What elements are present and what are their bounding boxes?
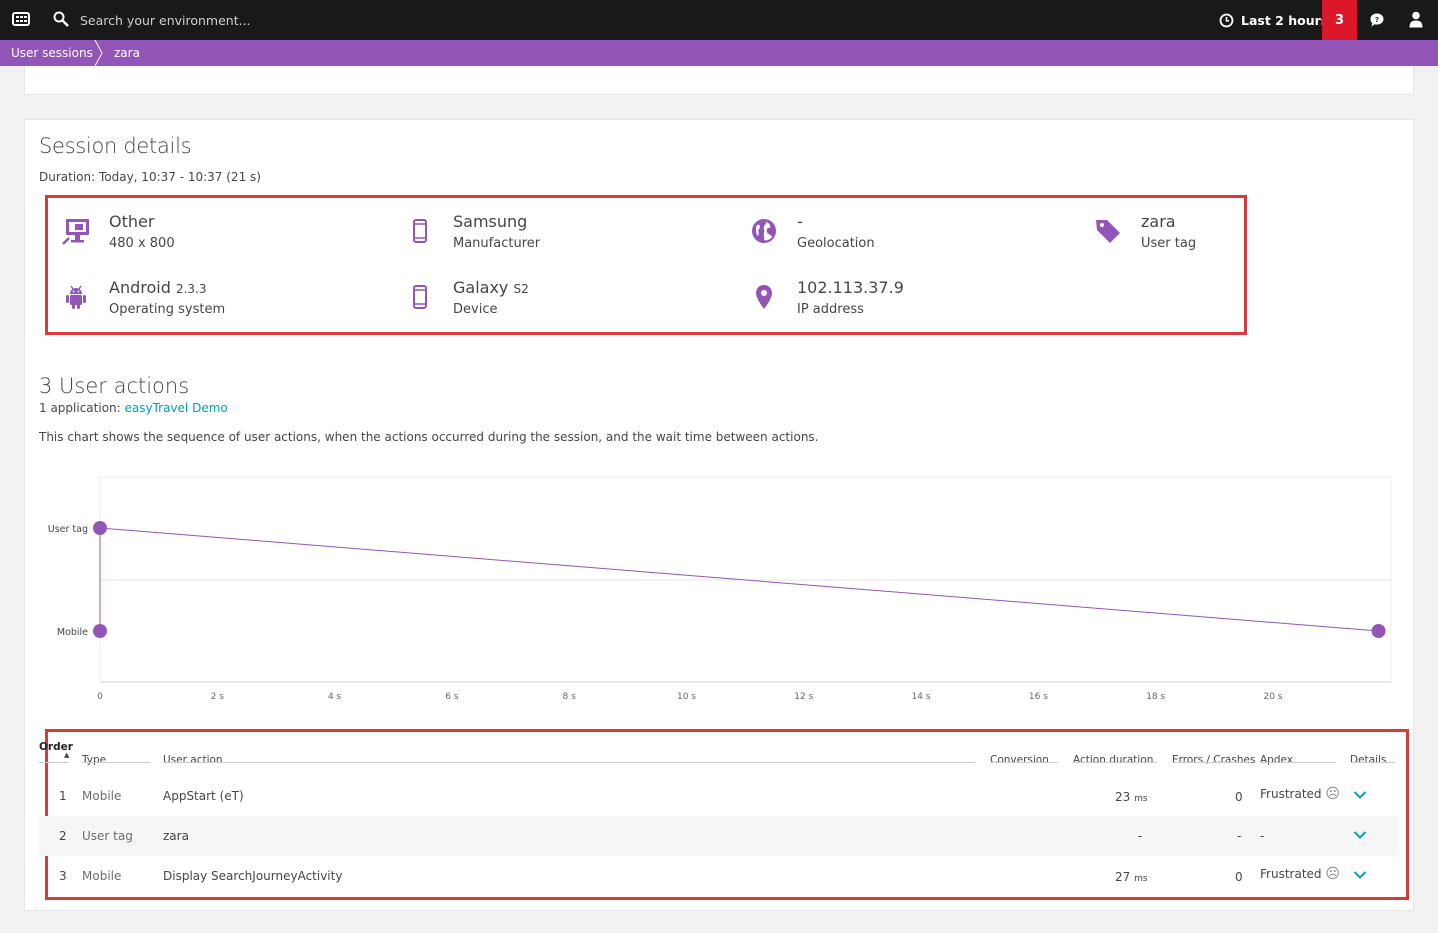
info-device-label: Device: [453, 302, 498, 317]
chart-x-tick-label: 0: [97, 692, 103, 702]
user-actions-apps: 1 application: easyTravel Demo: [39, 401, 228, 415]
row-order: 3: [59, 869, 67, 883]
tag-icon: [1096, 220, 1120, 243]
environment-menu-icon[interactable]: [12, 11, 30, 27]
session-duration: Duration: Today, 10:37 - 10:37 (21 s): [39, 170, 261, 184]
location-pin-icon: [756, 285, 772, 309]
session-info-highlight: [45, 195, 1247, 335]
info-manufacturer-value: Samsung: [453, 212, 528, 231]
chart-x-tick-label: 12 s: [794, 692, 813, 702]
clock-icon: [1219, 13, 1234, 27]
chart-x-tick-label: 18 s: [1146, 692, 1165, 702]
chart-y-category-label: User tag: [48, 524, 88, 535]
session-details-panel: Session details Duration: Today, 10:37 -…: [24, 119, 1414, 911]
chart-x-tick-label: 20 s: [1263, 692, 1282, 702]
frustrated-face-icon: ☹: [1325, 786, 1340, 802]
row-order: 2: [59, 829, 67, 843]
info-device-value: Galaxy S2: [453, 278, 529, 297]
row-action-duration: 23 ms: [1115, 790, 1148, 804]
info-ip-value: 102.113.37.9: [797, 278, 904, 297]
mobile-device-icon: [413, 285, 427, 309]
row-action-duration: -: [1138, 829, 1143, 843]
column-header-conversion[interactable]: Conversion: [990, 754, 1049, 766]
chart-x-tick-label: 4 s: [328, 692, 342, 702]
user-actions-title: 3 User actions: [39, 374, 190, 398]
row-errors: 0: [1235, 790, 1243, 804]
expand-chevron-icon[interactable]: [1353, 870, 1367, 880]
chart-action-point: [93, 624, 107, 638]
display-icon: [62, 219, 89, 245]
search-icon: [53, 11, 69, 27]
svg-text:?: ?: [1375, 16, 1379, 24]
row-apdex: Frustrated ☹: [1260, 786, 1340, 802]
row-apdex: Frustrated ☹: [1260, 866, 1340, 882]
column-header-errors-crashes[interactable]: Errors / Crashes: [1172, 754, 1256, 766]
user-action-sequence-chart: 0 2 s 4 s 6 s 8 s 10 s 12 s 14 s 16 s 18 s 20 s Use…: [48, 476, 1392, 702]
user-icon[interactable]: [1409, 11, 1423, 28]
info-ip-label: IP address: [797, 302, 864, 317]
info-os-value: Android 2.3.3: [109, 278, 207, 297]
expand-chevron-icon[interactable]: [1353, 830, 1367, 840]
chart-x-tick-label: 14 s: [912, 692, 931, 702]
info-screen-label: 480 x 800: [109, 236, 175, 251]
info-user-tag-value: zara: [1141, 212, 1176, 231]
search-input[interactable]: [80, 9, 410, 31]
row-order: 1: [59, 789, 67, 803]
info-screen-value: Other: [109, 212, 155, 231]
row-errors: -: [1237, 829, 1242, 843]
chart-x-tick-label: 6 s: [445, 692, 459, 702]
info-os-label: Operating system: [109, 302, 226, 317]
column-header-order[interactable]: Order: [39, 741, 73, 753]
sort-ascending-icon[interactable]: ▲: [64, 751, 70, 759]
row-type: Mobile: [82, 789, 122, 803]
android-icon: [66, 285, 86, 309]
chart-action-point: [93, 521, 107, 535]
problems-badge[interactable]: 3: [1322, 0, 1357, 40]
row-apdex: -: [1260, 829, 1265, 843]
top-navigation-bar: Last 2 hours 3 ?: [0, 0, 1438, 40]
expand-chevron-icon[interactable]: [1353, 790, 1367, 800]
application-link[interactable]: easyTravel Demo: [124, 401, 228, 415]
top-panel: [24, 66, 1414, 95]
table-row[interactable]: 2 User tag zara - - -: [39, 816, 1399, 856]
column-header-details: Details: [1350, 754, 1387, 766]
user-actions-table-highlight: [45, 729, 1409, 900]
timeframe-label: Last 2 hours: [1241, 12, 1329, 28]
timeframe-selector[interactable]: Last 2 hours: [1219, 0, 1328, 40]
table-row[interactable]: 1 Mobile AppStart (eT) 23 ms 0 Frustrate…: [39, 776, 1399, 816]
chart-action-point: [1371, 624, 1386, 638]
chart-x-tick-label: 10 s: [677, 692, 696, 702]
row-user-action: Display SearchJourneyActivity: [163, 869, 343, 883]
column-header-action-duration[interactable]: Action duration: [1073, 754, 1154, 766]
user-actions-description: This chart shows the sequence of user ac…: [39, 430, 819, 444]
breadcrumb: User sessions zara: [0, 40, 1438, 66]
breadcrumb-separator-icon: [94, 40, 103, 66]
chart-y-category-label: Mobile: [57, 627, 88, 638]
info-user-tag-label: User tag: [1141, 236, 1197, 251]
row-action-duration: 27 ms: [1115, 870, 1148, 884]
row-type: Mobile: [82, 869, 122, 883]
chart-x-tick-label: 2 s: [211, 692, 225, 702]
row-user-action: AppStart (eT): [163, 789, 244, 803]
column-header-type[interactable]: Type: [82, 754, 107, 766]
column-header-user-action[interactable]: User action: [163, 754, 223, 766]
info-geolocation-label: Geolocation: [797, 236, 875, 251]
globe-icon: [752, 219, 776, 243]
info-manufacturer-label: Manufacturer: [453, 236, 541, 251]
table-row[interactable]: 3 Mobile Display SearchJourneyActivity 2…: [39, 856, 1399, 896]
breadcrumb-current: zara: [114, 46, 140, 60]
chart-x-tick-label: 16 s: [1029, 692, 1048, 702]
row-user-action: zara: [163, 829, 189, 843]
page-title: Session details: [39, 134, 192, 158]
row-type: User tag: [82, 829, 133, 843]
breadcrumb-user-sessions[interactable]: User sessions: [11, 46, 93, 60]
info-geolocation-value: -: [797, 212, 803, 231]
column-header-apdex[interactable]: Apdex: [1260, 754, 1294, 766]
frustrated-face-icon: ☹: [1325, 866, 1340, 882]
row-errors: 0: [1235, 870, 1243, 884]
chat-icon[interactable]: ?: [1369, 12, 1385, 28]
chart-x-tick-label: 8 s: [563, 692, 577, 702]
mobile-device-icon: [413, 219, 427, 243]
